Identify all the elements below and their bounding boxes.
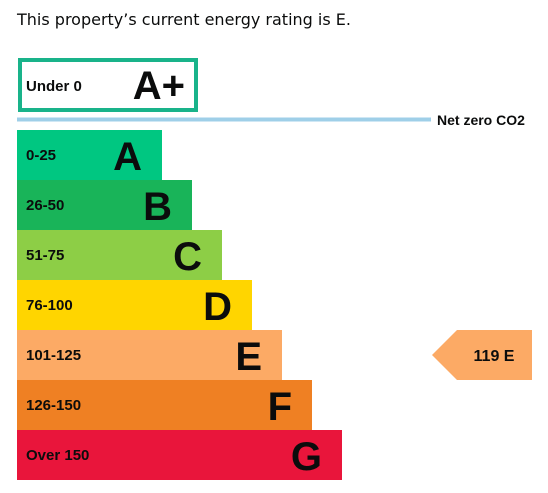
band-f-range: 126-150 xyxy=(26,397,81,414)
band-a-plus-range: Under 0 xyxy=(26,78,82,95)
band-e-range: 101-125 xyxy=(26,347,81,364)
intro-text: This property’s current energy rating is… xyxy=(17,10,351,29)
band-g-letter: G xyxy=(291,435,322,479)
band-e-bar xyxy=(17,330,282,380)
band-e-letter: E xyxy=(235,335,262,379)
band-c-letter: C xyxy=(173,235,202,279)
band-a-plus-box xyxy=(18,58,198,112)
band-b-range: 26-50 xyxy=(26,197,64,214)
current-rating-arrow xyxy=(432,330,532,380)
band-d-letter: D xyxy=(203,285,232,329)
band-c-bar xyxy=(17,230,222,280)
band-c-range: 51-75 xyxy=(26,247,64,264)
band-d-bar xyxy=(17,280,252,330)
band-b-letter: B xyxy=(143,185,172,229)
band-g-range: Over 150 xyxy=(26,447,89,464)
band-f-letter: F xyxy=(268,385,292,429)
band-a-letter: A xyxy=(113,135,142,179)
band-a-plus-letter: A+ xyxy=(133,64,185,108)
band-b-bar xyxy=(17,180,192,230)
band-f-bar xyxy=(17,380,312,430)
band-a-range: 0-25 xyxy=(26,147,56,164)
current-rating-label: 119 E xyxy=(474,348,515,365)
band-a-bar xyxy=(17,130,162,180)
band-d-range: 76-100 xyxy=(26,297,73,314)
net-zero-label: Net zero CO2 xyxy=(437,112,525,128)
band-g-bar xyxy=(17,430,342,480)
